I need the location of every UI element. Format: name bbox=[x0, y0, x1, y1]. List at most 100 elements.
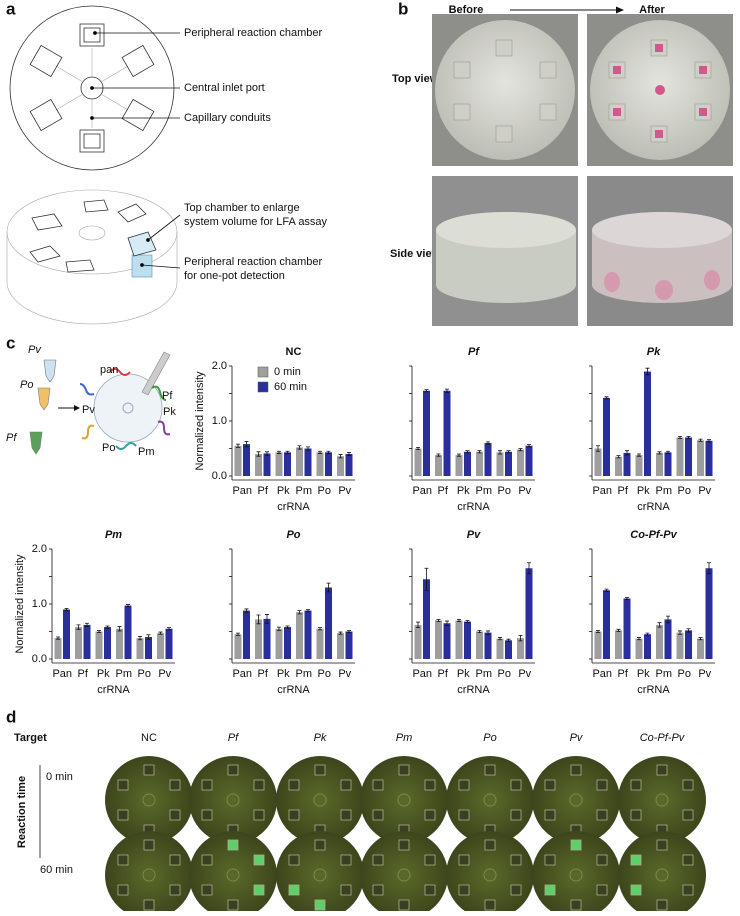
schematic-top bbox=[9, 5, 180, 171]
error-bar bbox=[338, 631, 343, 635]
chamber bbox=[117, 854, 129, 866]
chamber bbox=[510, 779, 522, 791]
legend-label: 0 min bbox=[274, 366, 301, 378]
x-tick-label: Pk bbox=[277, 485, 290, 497]
bar bbox=[623, 452, 631, 476]
error-bar bbox=[306, 609, 310, 613]
bar bbox=[296, 447, 303, 476]
disc-label: Po bbox=[102, 442, 115, 454]
panel-label: c bbox=[6, 333, 15, 352]
bar bbox=[234, 634, 242, 659]
bar bbox=[316, 452, 324, 476]
chamber bbox=[682, 779, 694, 791]
disc-label: Pm bbox=[138, 446, 155, 458]
bar bbox=[165, 628, 173, 659]
x-tick-label: Pan bbox=[592, 668, 612, 680]
error-bar bbox=[256, 614, 261, 625]
bar bbox=[623, 598, 631, 659]
bar bbox=[255, 454, 262, 476]
bar bbox=[136, 638, 144, 659]
error-bar bbox=[85, 622, 89, 627]
error-bar bbox=[318, 627, 322, 631]
chamber bbox=[544, 779, 556, 791]
annotation: Top chamber to enlarge bbox=[184, 202, 300, 214]
bar bbox=[464, 621, 471, 659]
bar bbox=[525, 568, 533, 659]
chamber bbox=[424, 854, 436, 866]
legend-swatch bbox=[257, 381, 269, 393]
chart-title: Pm bbox=[105, 529, 122, 541]
y-tick-label: 0.0 bbox=[212, 470, 227, 482]
bar bbox=[157, 633, 164, 659]
inlet bbox=[655, 868, 669, 882]
chamber bbox=[143, 764, 155, 776]
x-tick-label: Pan bbox=[412, 485, 432, 497]
chamber bbox=[630, 779, 642, 791]
x-tick-label: Pk bbox=[637, 485, 650, 497]
chamber bbox=[340, 779, 352, 791]
x-tick-label: Pv bbox=[698, 485, 711, 497]
disc-photo bbox=[189, 756, 277, 844]
chart-title: Co-Pf-Pv bbox=[630, 529, 677, 541]
error-bar bbox=[477, 450, 482, 454]
chamber bbox=[570, 764, 582, 776]
chamber bbox=[253, 854, 265, 866]
bar bbox=[676, 632, 684, 659]
bar bbox=[697, 638, 704, 659]
chamber bbox=[630, 809, 642, 821]
tube-label: Po bbox=[20, 379, 33, 391]
chamber bbox=[201, 809, 213, 821]
chamber bbox=[117, 809, 129, 821]
error-bar bbox=[244, 440, 249, 448]
error-bar bbox=[424, 567, 429, 591]
error-bar bbox=[445, 620, 449, 626]
column-label: Co-Pf-Pv bbox=[640, 732, 686, 744]
bar bbox=[455, 620, 463, 659]
chamber bbox=[484, 899, 496, 911]
error-bar bbox=[236, 443, 240, 448]
annotation: for one-pot detection bbox=[184, 270, 285, 282]
bar bbox=[443, 390, 451, 476]
x-tick-label: Pk bbox=[277, 668, 290, 680]
x-tick-label: Pf bbox=[78, 668, 89, 680]
chamber bbox=[143, 839, 155, 851]
panel-label: a bbox=[6, 0, 16, 18]
chart-title: NC bbox=[286, 346, 302, 358]
chamber bbox=[630, 884, 642, 896]
error-bar bbox=[596, 445, 600, 452]
y-axis-title: Normalized intensity bbox=[14, 554, 26, 654]
error-bar bbox=[616, 628, 621, 632]
error-bar bbox=[126, 604, 130, 608]
chamber bbox=[340, 854, 352, 866]
error-bar bbox=[167, 627, 171, 631]
x-axis-title: crRNA bbox=[277, 684, 310, 696]
chamber bbox=[169, 854, 181, 866]
x-tick-label: Po bbox=[318, 668, 331, 680]
error-bar bbox=[527, 562, 531, 575]
disc-photo bbox=[446, 756, 534, 844]
error-bar bbox=[657, 622, 662, 628]
chamber bbox=[682, 884, 694, 896]
chamber bbox=[458, 854, 470, 866]
x-tick-label: Pan bbox=[412, 668, 432, 680]
bar bbox=[234, 445, 242, 476]
error-bar bbox=[158, 631, 163, 635]
bar bbox=[284, 452, 291, 476]
bar bbox=[517, 449, 524, 476]
inlet bbox=[142, 793, 156, 807]
annotation: system volume for LFA assay bbox=[184, 216, 328, 228]
bar bbox=[423, 390, 430, 476]
bar bbox=[476, 631, 483, 659]
error-bar bbox=[465, 450, 470, 454]
chamber bbox=[398, 764, 410, 776]
chart-title: Po bbox=[286, 529, 300, 541]
error-bar bbox=[265, 451, 269, 456]
disc-photo bbox=[532, 756, 620, 844]
chamber bbox=[424, 809, 436, 821]
error-bar bbox=[698, 637, 703, 641]
chamber bbox=[484, 839, 496, 851]
bar bbox=[685, 437, 692, 476]
error-bar bbox=[678, 436, 682, 439]
bar bbox=[255, 619, 262, 659]
x-axis-title: crRNA bbox=[457, 684, 490, 696]
